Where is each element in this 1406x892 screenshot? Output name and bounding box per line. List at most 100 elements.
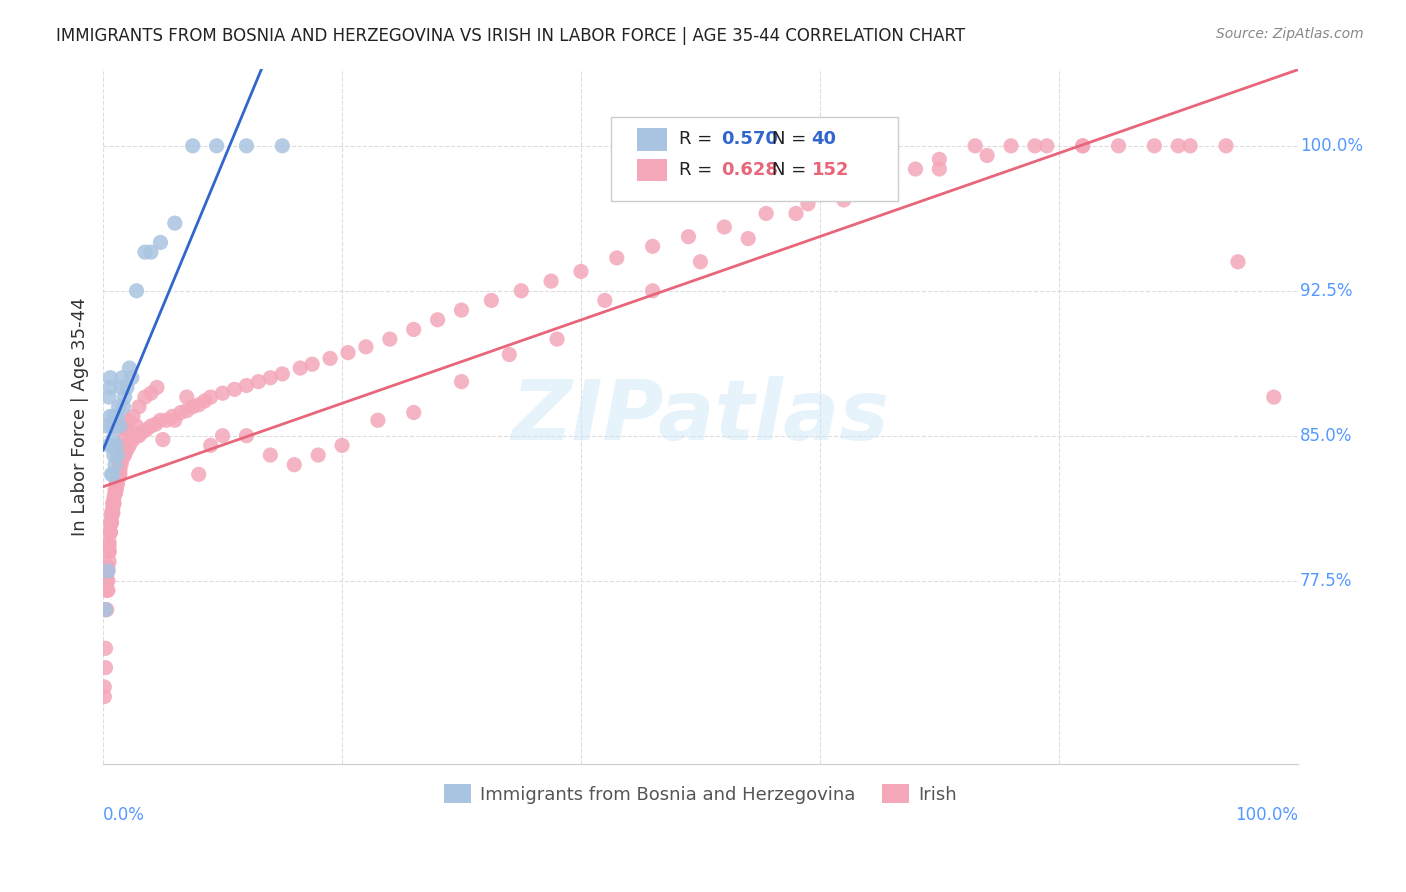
Point [134,390,156,404]
Point [101,506,124,520]
Point [97,583,120,598]
Point [641,284,664,298]
Point [163,413,186,427]
Point [100,506,122,520]
Point [107,471,129,485]
Point [181,138,204,153]
Point [271,138,294,153]
Point [98,516,121,530]
Point [103,419,125,434]
Point [115,442,138,457]
Point [96,564,118,578]
Point [869,173,891,187]
Point [107,448,129,462]
Point [121,370,143,384]
Point [139,245,162,260]
Point [107,471,129,485]
Point [1167,138,1189,153]
Point [96,583,118,598]
Text: 40: 40 [811,130,837,148]
Point [105,483,128,497]
Point [290,361,312,376]
Point [713,219,735,234]
Point [110,448,132,462]
Point [94,602,117,616]
Point [125,284,148,298]
Text: N =: N = [772,130,813,148]
Point [110,458,132,472]
Point [135,423,157,437]
Point [94,660,117,674]
Y-axis label: In Labor Force | Age 35-44: In Labor Force | Age 35-44 [72,297,89,536]
Point [98,539,121,553]
Point [96,574,118,588]
Text: 92.5%: 92.5% [1301,282,1353,300]
Point [110,380,132,394]
Point [259,370,281,384]
Point [1000,138,1022,153]
Point [98,370,121,384]
Point [103,496,125,510]
Point [149,235,172,250]
Point [354,340,377,354]
Point [176,403,198,417]
Point [105,477,128,491]
Point [110,454,132,468]
Point [103,491,125,505]
Point [211,386,233,401]
Point [271,367,294,381]
Text: 77.5%: 77.5% [1301,572,1353,590]
Point [498,347,520,361]
Point [540,274,562,288]
Point [94,641,117,656]
Text: R =: R = [679,130,718,148]
Point [307,448,329,462]
Point [114,428,136,442]
Point [98,409,121,424]
Point [235,138,257,153]
Point [1143,138,1166,153]
Point [904,161,927,176]
Point [832,193,855,207]
Point [510,284,533,298]
Point [98,554,121,568]
Point [1215,138,1237,153]
Point [128,428,150,442]
Point [1024,138,1046,153]
Point [103,496,125,510]
Point [194,393,217,408]
Text: 0.570: 0.570 [721,130,778,148]
Point [100,467,122,482]
Point [105,438,128,452]
Point [100,419,122,434]
Point [98,525,121,540]
Point [105,409,128,424]
Text: 85.0%: 85.0% [1301,426,1353,445]
Point [1071,138,1094,153]
Point [125,428,148,442]
Point [235,428,257,442]
Point [101,502,124,516]
Point [785,206,807,220]
Point [107,409,129,424]
Point [103,409,125,424]
Text: IMMIGRANTS FROM BOSNIA AND HERZEGOVINA VS IRISH IN LABOR FORCE | AGE 35-44 CORRE: IMMIGRANTS FROM BOSNIA AND HERZEGOVINA V… [56,27,966,45]
Text: 0.628: 0.628 [721,161,778,179]
Point [641,239,664,253]
Point [107,471,129,485]
Point [546,332,568,346]
Point [108,456,131,470]
Point [247,375,270,389]
Point [118,438,141,452]
Point [115,419,138,434]
Point [134,245,156,260]
Point [125,419,148,434]
Point [205,138,228,153]
Point [107,467,129,482]
Point [426,312,449,326]
Point [94,602,117,616]
Point [337,345,360,359]
Point [101,467,124,482]
Point [111,442,134,457]
FancyBboxPatch shape [637,128,666,151]
